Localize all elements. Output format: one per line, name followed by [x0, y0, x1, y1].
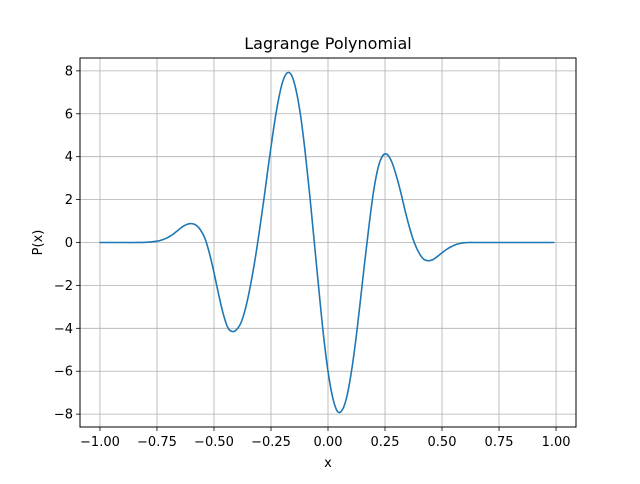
x-tick-label: −1.00: [80, 435, 120, 450]
x-tick-label: −0.25: [251, 435, 291, 450]
x-tick-label: 0.00: [314, 435, 343, 450]
y-tick-label: −8: [54, 408, 73, 423]
chart-title: Lagrange Polynomial: [244, 34, 411, 53]
x-tick-label: −0.50: [194, 435, 234, 450]
y-axis-label: P(x): [31, 230, 46, 256]
x-tick-label: 1.00: [542, 435, 571, 450]
y-tick-label: 6: [65, 107, 73, 122]
plot-lines: [99, 71, 555, 414]
y-tick-label: −4: [54, 322, 73, 337]
x-tick-label: 0.75: [485, 435, 514, 450]
x-tick-label: −0.75: [137, 435, 177, 450]
x-tick-label: 0.50: [428, 435, 457, 450]
x-axis-label: x: [324, 456, 332, 471]
y-tick-label: 0: [65, 236, 73, 251]
y-tick-label: −6: [54, 365, 73, 380]
ticks: −1.00 −0.75 −0.50 −0.25 0.00 0.25 0.50 0.75 1.00…: [54, 64, 571, 450]
y-tick-label: −2: [54, 279, 73, 294]
y-tick-label: 2: [65, 193, 73, 208]
series-line: [99, 71, 555, 414]
y-tick-label: 8: [65, 64, 73, 79]
x-tick-label: 0.25: [371, 435, 400, 450]
y-tick-label: 4: [65, 150, 73, 165]
